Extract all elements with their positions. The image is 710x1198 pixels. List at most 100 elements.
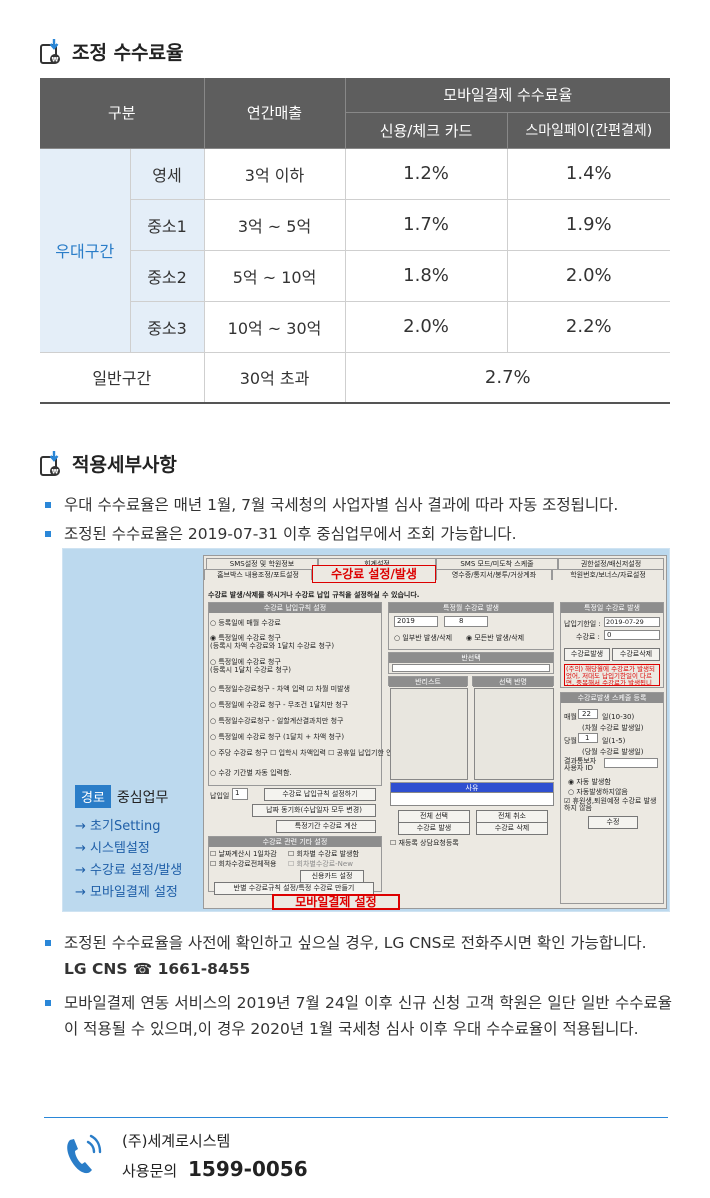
rule-option[interactable]: ○ 등록일에 매월 수강료	[210, 619, 281, 627]
tab-accounting[interactable]: 회계설정	[318, 558, 436, 569]
monthly-note: (차월 수강료 발생일)	[582, 724, 644, 732]
save-rule-button[interactable]: 수강료 납입규칙 설정하기	[264, 788, 376, 801]
issue-option[interactable]: ◉ 모든반 발생/삭제	[466, 634, 525, 642]
reason-header: 사유	[390, 782, 554, 793]
class-list-title: 반리스트	[389, 677, 467, 687]
th-category: 구분	[40, 78, 205, 149]
section-title-text: 조정 수수료율	[72, 42, 184, 64]
month-stepper[interactable]: 8	[444, 616, 488, 627]
warning-note: (주의) 해당월에 수강료가 발생되었어, 저대도 납입기한일이 다르면, 중복…	[564, 664, 660, 686]
monthly-label: 매월	[564, 713, 577, 721]
fee-rate-table: 구분 연간매출 모바일결제 수수료율 신용/체크 카드 스마일페이(간편결제) …	[40, 78, 671, 404]
th-card: 신용/체크 카드	[345, 112, 508, 149]
etc-option[interactable]: ☐ 날짜계산시 1일차감	[210, 850, 277, 858]
card-download-icon: ₩	[40, 38, 62, 65]
rule-option[interactable]: ○ 주당 수강료 청구 ☐ 입학시 차액입력 ☐ 공휴일 납입기한 연장하기	[210, 749, 412, 757]
etc-option[interactable]: ☐ 회차별수강료-New	[288, 860, 353, 868]
issue-option[interactable]: ○ 일부반 발생/삭제	[394, 634, 453, 642]
route-step: → 수강료 설정/발생	[75, 863, 183, 878]
selected-class-header: 선택 반명	[472, 676, 554, 687]
tab-fee-settings[interactable]: 수강료 설정/발생	[312, 565, 436, 583]
delete-button[interactable]: 수강료삭제	[612, 648, 660, 661]
tier-cell: 중소2	[130, 250, 205, 302]
rule-option[interactable]: ◉ 특정일에 수강료 청구 (등록시 차액 수강료와 1달치 수강료 청구)	[210, 634, 335, 650]
card-rate-cell: 2.0%	[345, 301, 508, 353]
rule-option[interactable]: ○ 수강 기간별 자동 입력함.	[210, 769, 292, 777]
reregister-consult-checkbox[interactable]: ☐ 재등록 상담요청등록	[390, 839, 459, 847]
th-smilepay: 스마일페이(간편결제)	[507, 112, 671, 149]
footer-contact: (주)세계로시스템 사용문의 1599-0056	[64, 1130, 308, 1181]
rule-option[interactable]: ○ 특정일에 수강료 청구 - 무조건 1달치만 청구	[210, 701, 349, 709]
monthly-day-input[interactable]: 22	[578, 709, 598, 719]
due-date-label: 납입기한일 :	[564, 620, 601, 628]
support-phone[interactable]: 1599-0056	[187, 1157, 308, 1181]
th-annual-sales: 연간매출	[204, 78, 346, 149]
auto-option[interactable]: ◉ 자동 발생함	[568, 778, 611, 786]
auto-option[interactable]: ○ 자동발생하지않음	[568, 788, 628, 796]
selected-class-title: 선택 반명	[473, 677, 553, 687]
tab-sms-schedule[interactable]: SMS 모드/미도착 스케줄	[436, 558, 558, 569]
general-rate-cell: 2.7%	[345, 351, 671, 404]
edit-schedule-button[interactable]: 수정	[588, 816, 638, 829]
sync-pay-date-button[interactable]: 납짜 동기화(수납일자 모두 변경)	[252, 804, 376, 817]
rule-option[interactable]: ○ 특정일에 수강료 청구 (등록시 1달치 수강료 청구)	[210, 658, 291, 674]
route-badge: 경로	[75, 785, 111, 808]
route-step: → 모바일결제 설정	[75, 885, 178, 900]
tab-homebox[interactable]: 홈브박스 내용조정/포트설정	[204, 569, 312, 580]
issue-button[interactable]: 수강료발생	[564, 648, 610, 661]
rule-option[interactable]: ○ 특정일에 수강료 청구 (1달치 + 차액 청구)	[210, 733, 345, 741]
settings-window: SMS설정 및 학원정보 회계설정 SMS 모드/미도착 스케줄 권한설정/배신…	[203, 555, 667, 910]
route-title: 중심업무	[116, 789, 169, 806]
section-title-details: ₩ 적용세부사항	[40, 450, 177, 477]
lgcns-contact: LG CNS ☎ 1661-8455	[64, 960, 251, 978]
result-user-input[interactable]	[604, 758, 658, 768]
list-item: 모바일결제 연동 서비스의 2019년 7월 24일 이후 신규 신청 고객 학…	[44, 990, 672, 1042]
etc-option[interactable]: ☐ 회차별 수강료 발생함	[288, 850, 359, 858]
program-screenshot: 경로 중심업무 → 초기Setting → 시스템설정 → 수강료 설정/발생 …	[62, 548, 670, 912]
inquiry-label: 사용문의	[122, 1162, 178, 1180]
selected-class-list[interactable]	[474, 688, 554, 780]
sales-cell: 10억 ~ 30억	[204, 301, 346, 353]
tab-student-number[interactable]: 학원번호/보너스/자료설정	[552, 569, 664, 580]
smile-rate-cell: 2.2%	[507, 301, 671, 353]
sales-cell: 3억 ~ 5억	[204, 199, 346, 251]
tab-sms-info[interactable]: SMS설정 및 학원정보	[206, 558, 318, 569]
tier-cell: 영세	[130, 148, 205, 200]
route-step: → 시스템설정	[75, 841, 150, 856]
year-stepper[interactable]: 2019	[394, 616, 438, 627]
period-calc-button[interactable]: 특정기간 수강료 계산	[276, 820, 376, 833]
details-list-top: 우대 수수료율은 매년 1월, 7월 국세청의 사업자별 심사 결과에 따라 자…	[44, 492, 672, 547]
list-item: 우대 수수료율은 매년 1월, 7월 국세청의 사업자별 심사 결과에 따라 자…	[44, 492, 672, 518]
etc-option[interactable]: ☐ 회차수강료전체적용	[210, 860, 277, 868]
mobile-payment-settings-button[interactable]: 모바일결제 설정	[272, 894, 400, 910]
reason-input[interactable]	[390, 792, 554, 806]
class-list[interactable]	[390, 688, 468, 780]
rules-box-title: 수강료 납입규칙 설정	[209, 603, 381, 613]
section-title-fee: ₩ 조정 수수료율	[40, 38, 184, 65]
retire-checkbox[interactable]: ☑ 휴원생,퇴원예정 수강료 발생 하지 않음	[564, 797, 657, 812]
reason-title: 사유	[391, 783, 553, 793]
sales-cell: 5억 ~ 10억	[204, 250, 346, 302]
footer-divider	[44, 1117, 668, 1118]
tab-receipt[interactable]: 영수증/통지서/봉투/거상계좌	[436, 569, 552, 580]
smile-rate-cell: 2.0%	[507, 250, 671, 302]
rule-option[interactable]: ○ 특정일수강료청구 - 일할계산결과치만 청구	[210, 717, 344, 725]
pay-day-input[interactable]: 1	[232, 788, 248, 800]
today-day-input[interactable]: 1	[578, 733, 598, 743]
pay-day-label: 납입일	[210, 792, 230, 800]
rule-option[interactable]: ○ 특정일수강료청구 - 차액 입력 ☑ 차월 미발생	[210, 685, 350, 693]
rules-box: 수강료 납입규칙 설정	[208, 602, 382, 786]
class-list-header: 반리스트	[388, 676, 468, 687]
fee-amount-input[interactable]: 0	[604, 630, 660, 640]
monthly-box-title: 특정월 수강료 발생	[389, 603, 553, 613]
schedule-box: 수강료발생 스케줄 등록	[560, 692, 664, 904]
route-step: → 초기Setting	[75, 819, 161, 834]
phone-call-icon	[64, 1132, 104, 1180]
tab-permissions[interactable]: 권한설정/배신저설정	[558, 558, 664, 569]
class-dropdown[interactable]	[392, 664, 550, 672]
schedule-box-title: 수강료발생 스케줄 등록	[561, 693, 663, 703]
smile-rate-cell: 1.4%	[507, 148, 671, 200]
due-date-select[interactable]: 2019-07-29	[604, 617, 660, 627]
fee-delete-button[interactable]: 수강료 삭제	[476, 822, 548, 835]
fee-issue-button[interactable]: 수강료 발생	[398, 822, 470, 835]
